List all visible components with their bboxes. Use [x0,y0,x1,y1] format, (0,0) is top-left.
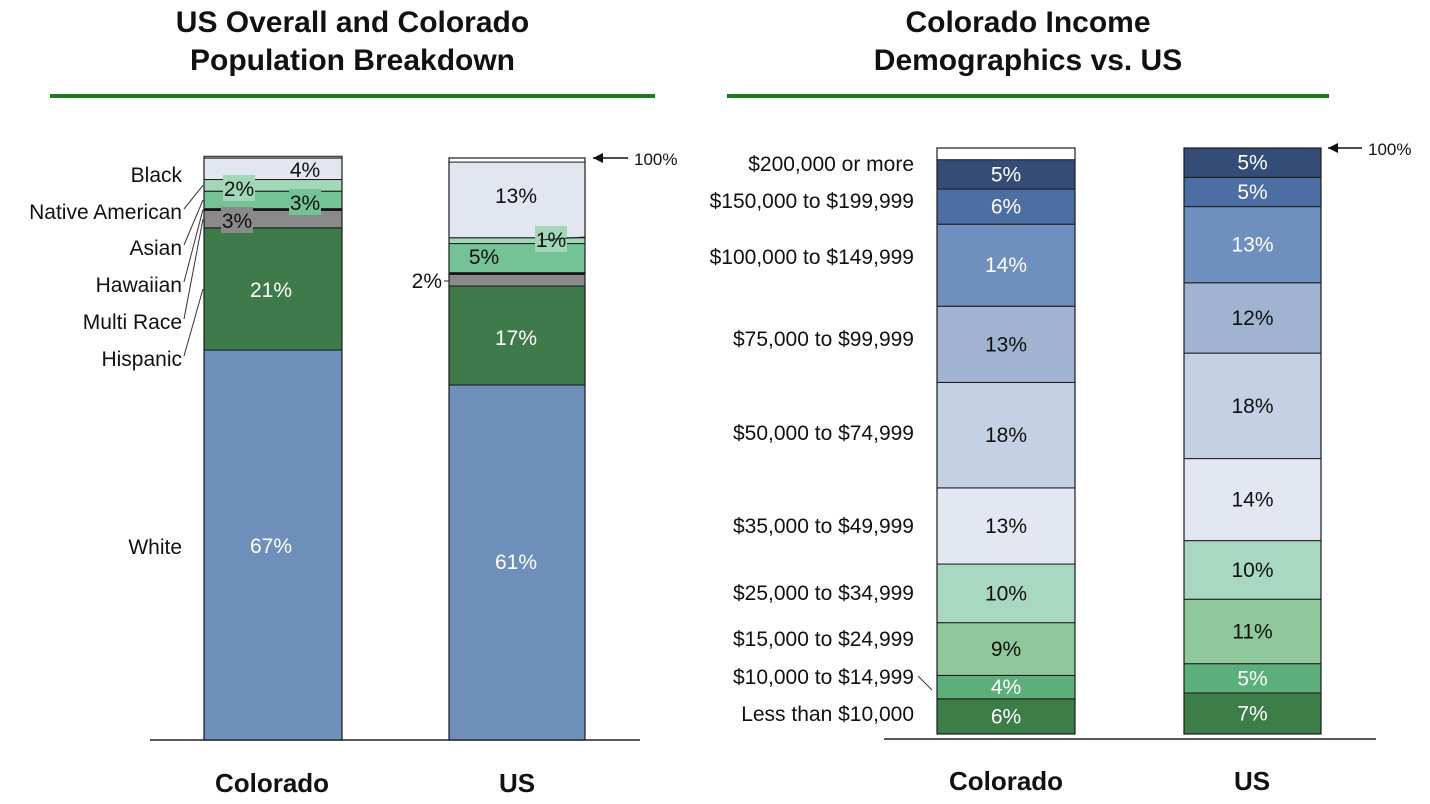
legend-label-multi-race: Multi Race [83,311,182,334]
data-label-colorado-white: 67% [250,535,292,558]
label-box-colorado-multi-race [221,207,253,233]
marker-arrowhead-left-chart [593,153,603,163]
data-label-colorado-15-000-to-24-999: 9% [991,638,1021,661]
data-label-us-15-000-to-24-999: 11% [1232,620,1272,643]
data-label-colorado-less-than-10-000: 6% [991,705,1021,728]
segment-colorado-75-000-to-99-999 [936,305,1076,383]
legend-leader-multi-race [183,219,204,320]
income-label-50-000-to-74-999: $50,000 to $74,999 [733,422,914,445]
data-label-us-hispanic: 17% [495,327,537,350]
data-label-us-white: 61% [495,551,537,574]
income-label-25-000-to-34-999: $25,000 to $34,999 [733,582,914,605]
income-label-100-000-to-149-999: $100,000 to $149,999 [710,246,914,269]
legend-label-native-american: Native American [29,201,182,224]
data-label-colorado-50-000-to-74-999: 18% [985,424,1027,447]
data-label-colorado-100-000-to-149-999: 14% [985,254,1027,277]
income-leader-10000-14999 [917,675,933,691]
segment-colorado-hispanic [203,227,343,351]
data-label-colorado-black: 4% [290,159,320,182]
data-label-us-10-000-to-14-999: 5% [1237,667,1267,690]
legend-label-hispanic: Hispanic [101,348,182,371]
segment-us-200-000-or-more [1183,147,1322,178]
data-label-colorado-hispanic: 21% [250,279,292,302]
legend-leader-hispanic [183,288,204,357]
x-label-colorado-left: Colorado [215,768,329,798]
x-label-us-right: US [1234,766,1270,796]
data-label-colorado-25-000-to-34-999: 10% [985,582,1027,605]
bar-frame-income-colorado [936,147,1076,735]
income-label-200-000-or-more: $200,000 or more [748,153,914,176]
legend-leader-hawaiian [183,209,204,283]
data-label-us-75-000-to-99-999: 12% [1231,307,1273,330]
data-label-us-asian: 5% [469,246,499,269]
data-label-us-50-000-to-74-999: 18% [1231,395,1273,418]
marker-arrowhead-right-chart [1328,143,1338,153]
legend-label-black: Black [131,164,183,187]
right-title-rule [727,94,1329,98]
data-label-us-25-000-to-34-999: 10% [1231,559,1273,582]
marker-label-left-chart: 100% [634,150,677,169]
x-label-colorado-right: Colorado [949,766,1063,796]
income-label-15-000-to-24-999: $15,000 to $24,999 [733,628,914,651]
data-label-colorado-75-000-to-99-999: 13% [985,333,1027,356]
x-label-us-left: US [499,768,535,798]
income-label-150-000-to-199-999: $150,000 to $199,999 [710,190,914,213]
data-label-colorado-multi-race: 3% [222,210,252,233]
data-label-colorado-35-000-to-49-999: 13% [985,515,1027,538]
segment-us-multi-race [448,273,586,287]
data-label-us-35-000-to-49-999: 14% [1231,489,1273,512]
bar-frame-colorado [203,157,343,741]
right-chart-title: Colorado Income Demographics vs. US [873,6,1183,77]
legend-label-hawaiian: Hawaiian [96,274,182,297]
data-label-colorado-150-000-to-199-999: 6% [991,196,1021,219]
income-label-35-000-to-49-999: $35,000 to $49,999 [733,515,914,538]
left-title-rule [50,94,655,98]
data-label-colorado-200-000-or-more: 5% [991,163,1021,186]
data-label-us-black: 13% [495,185,537,208]
data-label-us-less-than-10-000: 7% [1237,702,1267,725]
data-label-colorado-asian: 3% [290,192,320,215]
leader-us-native-american [539,236,586,241]
left-chart-title: US Overall and Colorado Population Break… [175,6,530,77]
legend-label-white: White [128,536,182,559]
legend-label-asian: Asian [129,237,182,260]
label-box-colorado-native-american [223,175,255,201]
data-label-us-multi-race: 2% [412,270,442,293]
legend-leader-native-american [183,185,204,210]
bar-frame-us [448,157,586,741]
data-label-us-native-american: 1% [536,229,566,252]
data-label-us-100-000-to-149-999: 13% [1231,234,1273,257]
data-label-colorado-10-000-to-14-999: 4% [991,676,1021,699]
segment-colorado-15-000-to-24-999 [936,622,1076,676]
income-label-10-000-to-14-999: $10,000 to $14,999 [733,666,914,689]
segment-us-15-000-to-24-999 [1183,598,1322,665]
income-label-less-than-10-000: Less than $10,000 [741,703,914,726]
marker-label-right-chart: 100% [1368,140,1411,159]
segment-us-50-000-to-74-999 [1183,352,1322,460]
segment-colorado-35-000-to-49-999 [936,487,1076,565]
data-label-colorado-native-american: 2% [224,178,254,201]
label-box-colorado-asian [289,189,321,215]
data-label-us-150-000-to-199-999: 5% [1237,181,1267,204]
data-label-us-200-000-or-more: 5% [1237,152,1267,175]
segment-us-150-000-to-199-999 [1183,176,1322,208]
bar-frame-income-us [1183,147,1322,735]
income-label-75-000-to-99-999: $75,000 to $99,999 [733,328,914,351]
legend-leader-asian [183,199,204,246]
segment-us-hispanic [448,285,586,386]
segment-us-75-000-to-99-999 [1183,282,1322,354]
segment-colorado-50-000-to-74-999 [936,381,1076,489]
